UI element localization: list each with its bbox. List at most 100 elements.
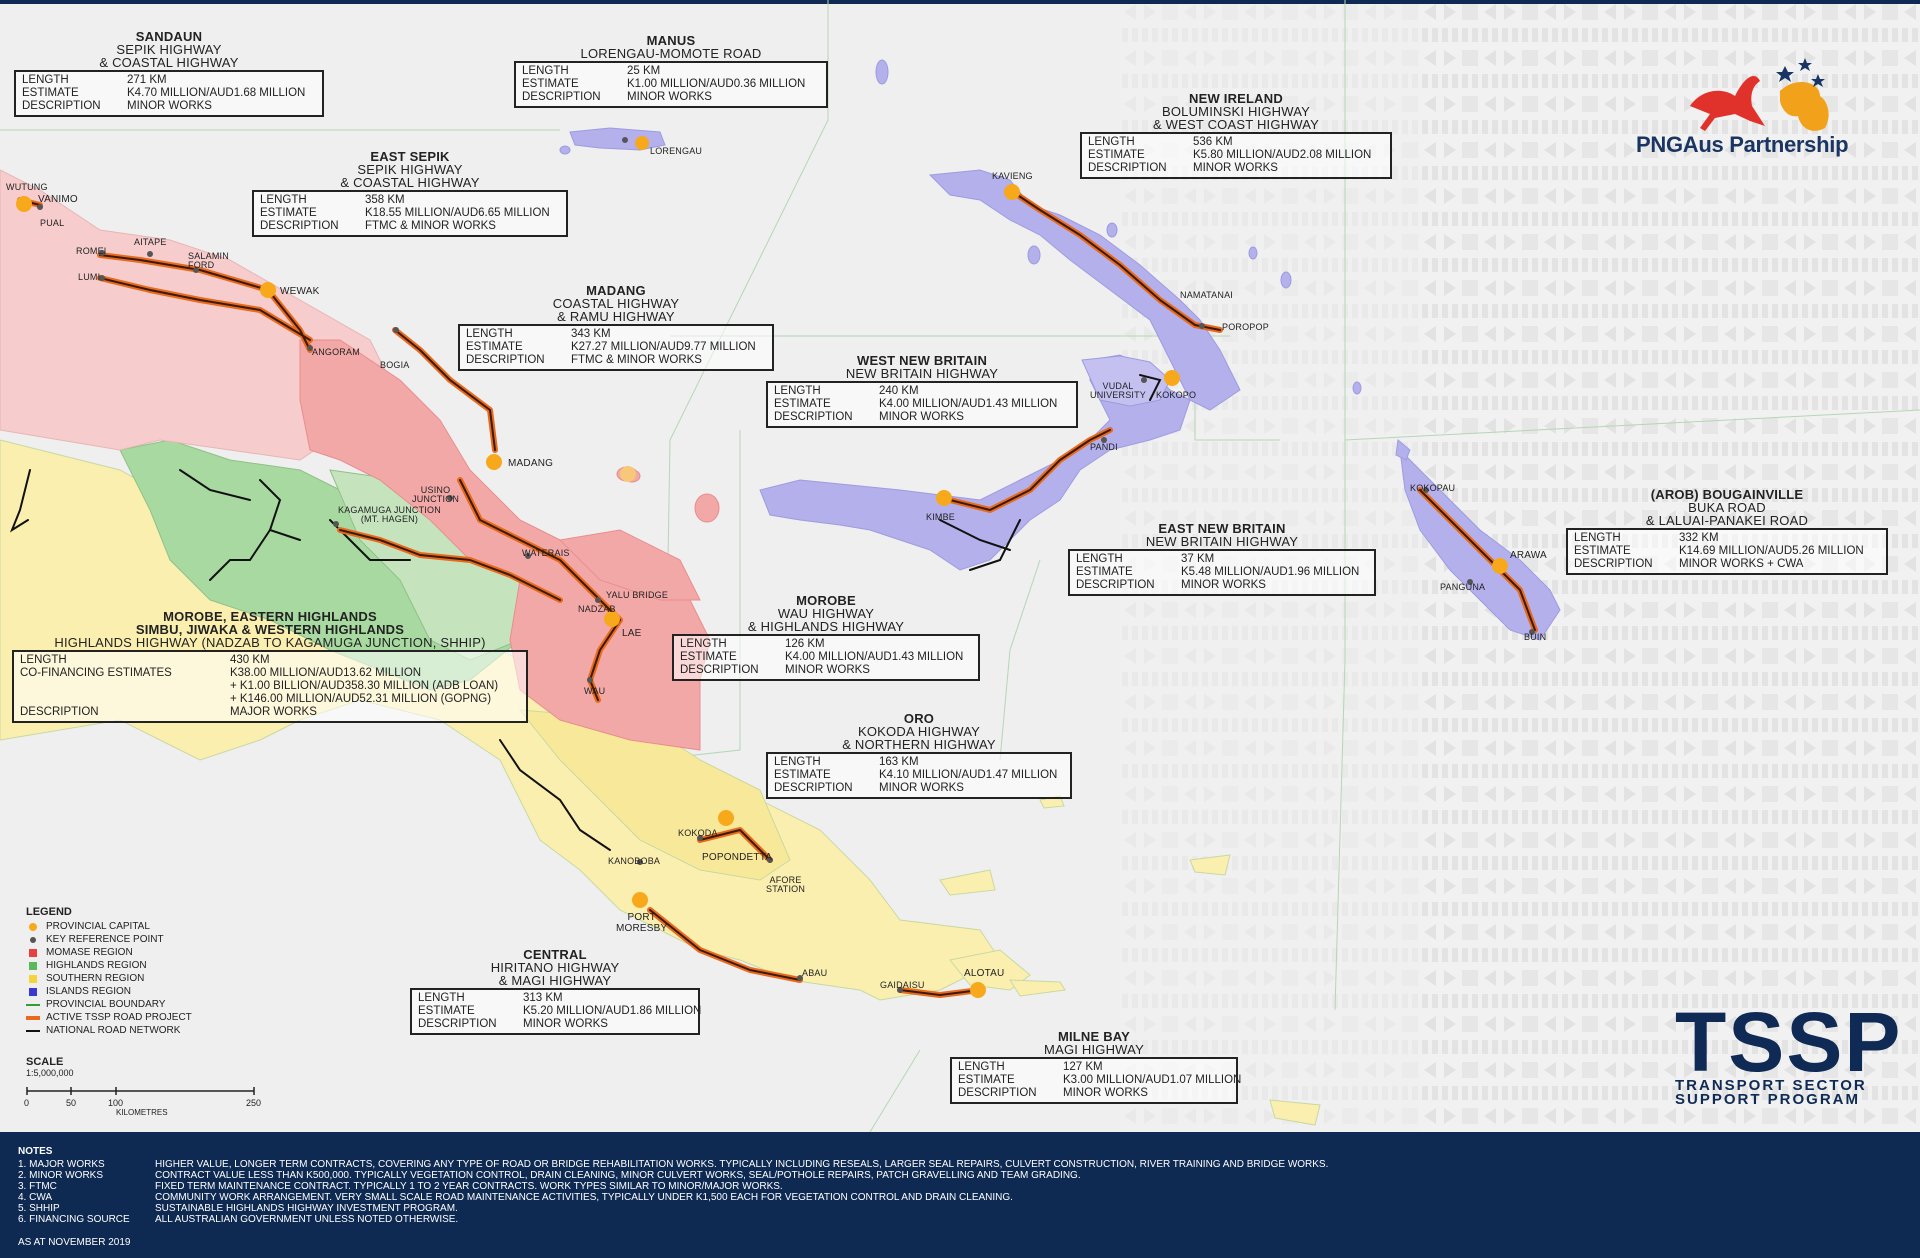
row-value: MAJOR WORKS bbox=[230, 706, 317, 718]
project-central: CENTRAL HIRITANO HIGHWAY & MAGI HIGHWAY … bbox=[410, 948, 702, 1035]
row-value: 536 KM bbox=[1193, 136, 1233, 148]
row-key: LENGTH bbox=[680, 638, 727, 650]
project-subtitle: SIMBU, JIWAKA & WESTERN HIGHLANDS bbox=[135, 622, 405, 637]
row-value: K4.10 MILLION/AUD1.47 MILLION bbox=[879, 769, 1058, 781]
row-key: LENGTH bbox=[22, 74, 69, 86]
row-key: LENGTH bbox=[1076, 553, 1123, 565]
project-road: SEPIK HIGHWAY bbox=[116, 42, 222, 57]
row-value: 313 KM bbox=[523, 992, 563, 1004]
note-row: 6. FINANCING SOURCE ALL AUSTRALIAN GOVERN… bbox=[18, 1214, 1898, 1225]
notes-panel: NOTES 1. MAJOR WORKS HIGHER VALUE, LONGER… bbox=[0, 1132, 1920, 1258]
row-value: 358 KM bbox=[365, 194, 405, 206]
row-value: 332 KM bbox=[1679, 532, 1719, 544]
row-value: MINOR WORKS + CWA bbox=[1679, 558, 1804, 570]
row-key: ESTIMATE bbox=[958, 1074, 1015, 1086]
project-details: LENGTH 332 KM ESTIMATE K14.69 MILLION/AUD5… bbox=[1566, 528, 1888, 575]
place-label: KAGAMUGA JUNCTION (MT. HAGEN) bbox=[338, 505, 441, 524]
project-morobe: MOROBE WAU HIGHWAY & HIGHLANDS HIGHWAY L… bbox=[672, 594, 980, 681]
project-road: KOKODA HIGHWAY bbox=[858, 724, 980, 739]
place-label: ROMEI bbox=[76, 246, 107, 256]
place-label: NAMATANAI bbox=[1180, 290, 1233, 300]
note-value: SUSTAINABLE HIGHLANDS HIGHWAY INVESTMENT… bbox=[155, 1203, 458, 1214]
place-label: WATERAIS bbox=[522, 548, 570, 558]
key-point-dot-icon bbox=[30, 936, 36, 943]
provincial-capital-dot-icon bbox=[29, 922, 37, 931]
project-road: & LALUAI-PANAKEI ROAD bbox=[1645, 513, 1809, 528]
row-key: LENGTH bbox=[774, 756, 821, 768]
row-value: MINOR WORKS bbox=[1181, 579, 1266, 591]
row-key: ESTIMATE bbox=[22, 87, 79, 99]
project-manus: MANUS LORENGAU-MOMOTE ROAD LENGTH 25 KM E… bbox=[514, 34, 828, 108]
row-value: MINOR WORKS bbox=[1063, 1087, 1148, 1099]
project-title: (AROB) BOUGAINVILLE bbox=[1650, 487, 1804, 502]
place-label: VUDAL UNIVERSITY bbox=[1090, 381, 1147, 400]
scale-tick: 250 bbox=[246, 1098, 262, 1108]
row-key: ESTIMATE bbox=[774, 769, 831, 781]
row-value: 25 KM bbox=[627, 65, 661, 77]
place-label: ABAU bbox=[802, 968, 828, 978]
place-label: KANOBOBA bbox=[608, 856, 661, 866]
row-value: K5.48 MILLION/AUD1.96 MILLION bbox=[1181, 566, 1360, 578]
row-key: CO-FINANCING ESTIMATES bbox=[20, 667, 172, 679]
place-label: KOKOPO bbox=[1156, 390, 1197, 400]
project-road: BUKA ROAD bbox=[1688, 500, 1766, 515]
project-title: WEST NEW BRITAIN bbox=[856, 353, 988, 368]
row-key: DESCRIPTION bbox=[774, 411, 853, 423]
project-title: NEW IRELAND bbox=[1189, 91, 1283, 106]
legend-label: PROVINCIAL BOUNDARY bbox=[46, 999, 166, 1010]
project-details: LENGTH 163 KM ESTIMATE K4.10 MILLION/AUD1.… bbox=[766, 752, 1072, 799]
project-details: LENGTH 358 KM ESTIMATE K18.55 MILLION/AUD6… bbox=[252, 190, 568, 237]
row-key: DESCRIPTION bbox=[22, 100, 101, 112]
row-key: DESCRIPTION bbox=[1076, 579, 1155, 591]
place-label: ANGORAM bbox=[312, 347, 360, 357]
row-key: DESCRIPTION bbox=[418, 1018, 497, 1030]
place-label: ALOTAU bbox=[964, 968, 1005, 979]
place-label: PANGUNA bbox=[1440, 582, 1486, 592]
legend-label: NATIONAL ROAD NETWORK bbox=[46, 1025, 181, 1036]
row-value: 430 KM bbox=[230, 654, 270, 666]
project-title: MOROBE bbox=[796, 593, 856, 608]
row-value: MINOR WORKS bbox=[879, 782, 964, 794]
project-road: WAU HIGHWAY bbox=[777, 606, 875, 621]
place-label: LORENGAU bbox=[650, 146, 703, 156]
row-key: ESTIMATE bbox=[418, 1005, 475, 1017]
tssp-acronym: TSSP bbox=[1675, 995, 1903, 1089]
row-value: K5.20 MILLION/AUD1.86 MILLION bbox=[523, 1005, 702, 1017]
legend-item: PROVINCIAL CAPITAL bbox=[26, 920, 192, 933]
note-row: 4. CWA COMMUNITY WORK ARRANGEMENT. VERY S… bbox=[18, 1192, 1898, 1203]
project-title: ORO bbox=[903, 711, 935, 726]
project-road: NEW BRITAIN HIGHWAY bbox=[845, 366, 999, 381]
project-details: LENGTH 37 KM ESTIMATE K5.48 MILLION/AUD1.9… bbox=[1068, 549, 1376, 596]
place-label: WEWAK bbox=[280, 286, 320, 297]
project-details: LENGTH 25 KM ESTIMATE K1.00 MILLION/AUD0.3… bbox=[514, 61, 828, 108]
note-key: 6. FINANCING SOURCE bbox=[18, 1214, 130, 1225]
row-value: K38.00 MILLION/AUD13.62 MILLION + K1.00 … bbox=[230, 667, 499, 705]
place-label: KAVIENG bbox=[992, 171, 1033, 181]
row-key: DESCRIPTION bbox=[774, 782, 853, 794]
row-value: MINOR WORKS bbox=[1193, 162, 1278, 174]
note-key: 4. CWA bbox=[18, 1192, 53, 1203]
row-key: ESTIMATE bbox=[1076, 566, 1133, 578]
row-key: LENGTH bbox=[1574, 532, 1621, 544]
place-label: GAIDAISU bbox=[880, 980, 925, 990]
project-title: EAST NEW BRITAIN bbox=[1158, 521, 1286, 536]
project-title: MOROBE, EASTERN HIGHLANDS bbox=[163, 609, 377, 624]
row-value: 271 KM bbox=[127, 74, 167, 86]
project-road: COASTAL HIGHWAY bbox=[552, 296, 680, 311]
legend-item: ISLANDS REGION bbox=[26, 985, 192, 998]
row-value: K4.00 MILLION/AUD1.43 MILLION bbox=[785, 651, 964, 663]
tssp-logo: TSSP TRANSPORT SECTOR SUPPORT PROGRAM bbox=[1675, 995, 1903, 1107]
legend-item: MOMASE REGION bbox=[26, 946, 192, 959]
project-madang: MADANG COASTAL HIGHWAY & RAMU HIGHWAY LE… bbox=[458, 284, 774, 371]
legend-item: ACTIVE TSSP ROAD PROJECT bbox=[26, 1011, 192, 1024]
row-key: DESCRIPTION bbox=[260, 220, 339, 232]
place-label: AFORE STATION bbox=[766, 875, 806, 894]
row-key: LENGTH bbox=[522, 65, 569, 77]
project-road: HIRITANO HIGHWAY bbox=[490, 960, 620, 975]
legend-item: NATIONAL ROAD NETWORK bbox=[26, 1024, 192, 1037]
row-value: MINOR WORKS bbox=[879, 411, 964, 423]
note-row: 3. FTMC FIXED TERM MAINTENANCE CONTRACT. … bbox=[18, 1181, 1898, 1192]
place-label: BOGIA bbox=[380, 360, 410, 370]
row-key: ESTIMATE bbox=[522, 78, 579, 90]
note-key: 1. MAJOR WORKS bbox=[18, 1159, 105, 1170]
